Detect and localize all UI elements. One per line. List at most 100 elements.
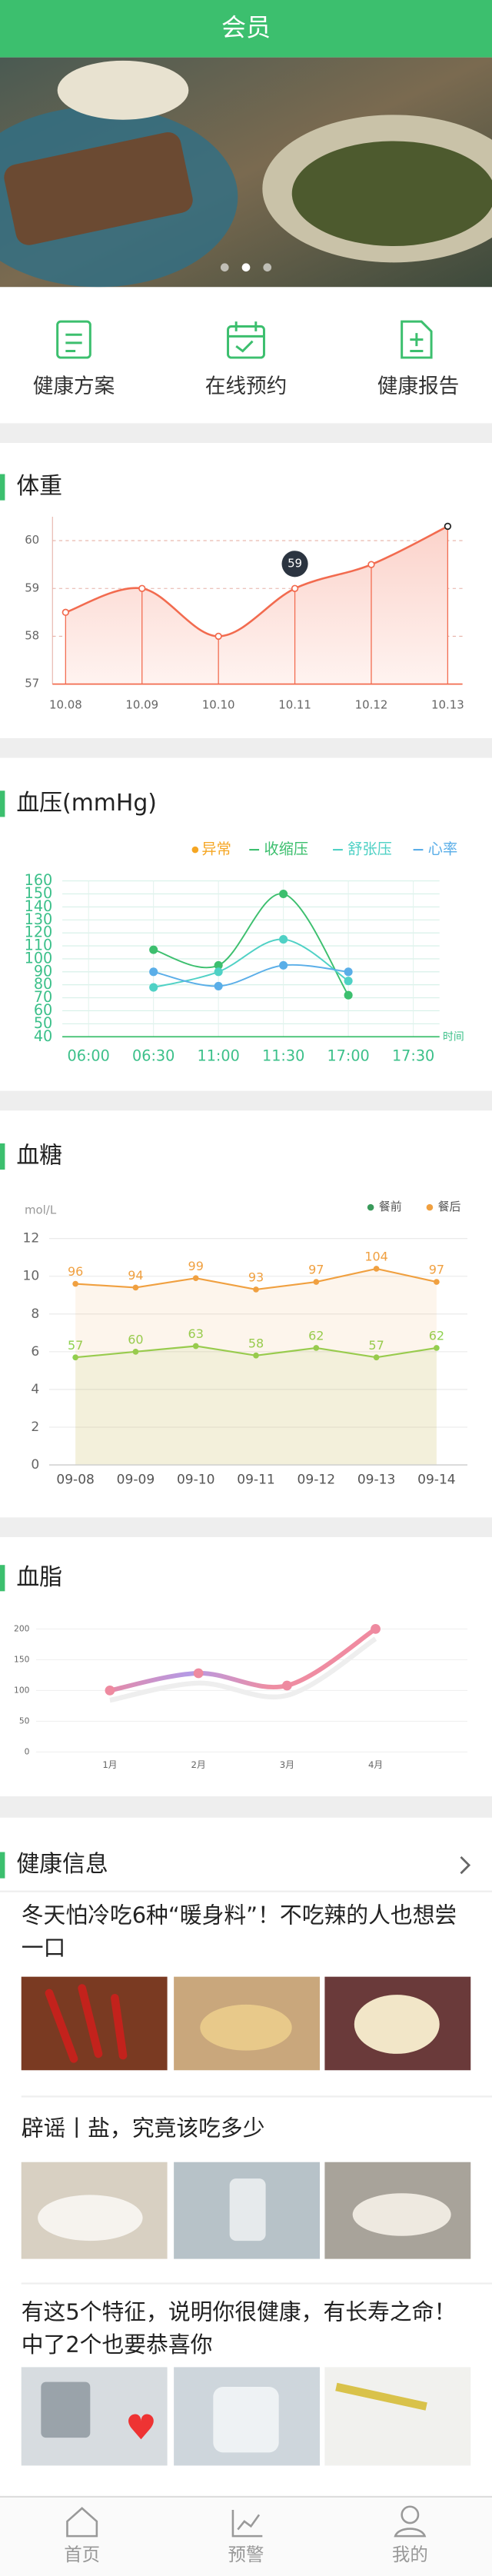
title-marker xyxy=(0,474,5,501)
value-label: 97 xyxy=(308,1263,324,1277)
point xyxy=(72,1280,78,1287)
point xyxy=(149,945,158,954)
y-tick-label: 40 xyxy=(34,1027,52,1045)
y-tick-label: 4 xyxy=(31,1382,39,1397)
point xyxy=(444,522,452,531)
legend-label: 餐前 xyxy=(379,1200,402,1213)
article-title-box[interactable]: 有这5个特征，说明你很健康，有长寿之命！中了2个也要恭喜你 xyxy=(22,2297,477,2369)
x-tick-label: 3月 xyxy=(280,1759,294,1770)
x-axis-label: 时间 xyxy=(443,1030,464,1043)
y-tick-label: 150 xyxy=(25,884,53,902)
point xyxy=(214,632,222,641)
article-title-box[interactable]: 辟谣丨盐，究竟该吃多少 xyxy=(22,2113,477,2152)
point xyxy=(373,1266,380,1272)
point xyxy=(344,977,353,986)
point xyxy=(214,967,223,977)
point xyxy=(214,981,223,990)
legend-label: 餐后 xyxy=(438,1200,461,1213)
banner-dot[interactable] xyxy=(263,263,272,272)
more-chevron[interactable] xyxy=(460,1855,471,1875)
tab-icon[interactable] xyxy=(231,2510,263,2538)
value-label: 63 xyxy=(188,1326,204,1341)
value-label: 62 xyxy=(429,1329,444,1343)
icon-calendar[interactable] xyxy=(227,325,265,359)
point xyxy=(281,1680,292,1691)
banner-dot[interactable] xyxy=(241,263,251,272)
line-shadow xyxy=(109,1636,377,1703)
lipid-section xyxy=(0,1536,492,1796)
banner-dot[interactable] xyxy=(220,263,229,272)
article-title-box[interactable]: 冬天怕冷吃6种“暖身料”！不吃辣的人也想尝一口 xyxy=(22,1899,477,1975)
point xyxy=(138,584,146,592)
article-title[interactable]: 辟谣丨盐，究竟该吃多少 xyxy=(21,2116,265,2143)
unit-label: mol/L xyxy=(25,1203,57,1216)
point xyxy=(279,935,288,944)
y-tick-label: 12 xyxy=(22,1231,39,1246)
x-tick-label: 09-12 xyxy=(298,1472,336,1487)
icon-plan[interactable] xyxy=(56,320,91,359)
tab-label[interactable]: 预警 xyxy=(228,2544,264,2565)
x-tick-label: 09-13 xyxy=(357,1472,396,1487)
y-tick-label: 60 xyxy=(25,533,39,547)
menu-label[interactable]: 在线预约 xyxy=(205,374,288,398)
icon-lines xyxy=(228,321,264,353)
y-tick-label: 8 xyxy=(31,1306,39,1322)
point xyxy=(279,889,288,899)
article-title[interactable]: 冬天怕冷吃6种“暖身料”！不吃辣的人也想尝一口 xyxy=(21,1902,457,1962)
legend-label: 异常 xyxy=(201,840,231,858)
annotation-label: 59 xyxy=(288,556,302,570)
title-marker xyxy=(0,1565,5,1592)
y-tick-label: 100 xyxy=(25,949,53,967)
image-detail xyxy=(335,2382,427,2411)
value-label: 57 xyxy=(68,1338,83,1353)
y-tick-label: 10 xyxy=(22,1269,39,1284)
point xyxy=(253,1352,259,1359)
banner-food xyxy=(291,141,492,246)
x-tick-label: 10.12 xyxy=(355,697,388,711)
menu-label[interactable]: 健康方案 xyxy=(33,374,115,398)
point xyxy=(373,1354,380,1361)
x-tick-label: 4月 xyxy=(368,1759,383,1770)
bp-section xyxy=(0,757,492,1091)
point xyxy=(132,1284,139,1291)
banner-plate xyxy=(57,60,189,120)
point xyxy=(371,1624,381,1634)
x-tick-label: 10.10 xyxy=(202,697,235,711)
section-title: 血压(mmHg) xyxy=(16,790,157,817)
header-title: 会员 xyxy=(221,12,271,42)
point xyxy=(313,1279,320,1285)
series-line xyxy=(153,964,349,987)
y-tick-label: 70 xyxy=(34,988,52,1006)
point xyxy=(344,967,353,977)
point xyxy=(132,1349,139,1355)
point xyxy=(313,1345,320,1351)
tab-icon[interactable] xyxy=(66,2507,98,2538)
article-image[interactable] xyxy=(324,2367,471,2466)
point xyxy=(105,1686,115,1696)
legend-swatch xyxy=(191,846,199,854)
x-tick-label: 10.09 xyxy=(125,697,158,711)
x-tick-label: 11:30 xyxy=(262,1047,304,1064)
x-tick-label: 06:30 xyxy=(132,1047,175,1064)
menu-label[interactable]: 健康报告 xyxy=(377,374,460,398)
area xyxy=(65,526,448,684)
tab-label[interactable]: 首页 xyxy=(64,2544,100,2565)
point xyxy=(279,960,288,970)
tab-icon[interactable] xyxy=(401,2505,420,2524)
area xyxy=(75,1268,437,1466)
y-tick-label: 120 xyxy=(25,924,53,941)
icon-report[interactable] xyxy=(401,320,433,359)
x-tick-label: 10.11 xyxy=(278,697,311,711)
x-tick-label: 09-10 xyxy=(177,1472,215,1487)
title-marker xyxy=(0,790,5,817)
article-title[interactable]: 有这5个特征，说明你很健康，有长寿之命！中了2个也要恭喜你 xyxy=(21,2299,457,2359)
image-detail xyxy=(38,2195,143,2242)
section-title: 健康信息 xyxy=(16,1851,108,1878)
tab-label[interactable]: 我的 xyxy=(392,2544,428,2565)
image-detail xyxy=(354,1995,440,2054)
y-tick-label: 100 xyxy=(14,1685,30,1695)
x-tick-label: 09-09 xyxy=(117,1472,155,1487)
x-tick-label: 06:00 xyxy=(68,1047,110,1064)
menu-icons xyxy=(56,320,433,359)
